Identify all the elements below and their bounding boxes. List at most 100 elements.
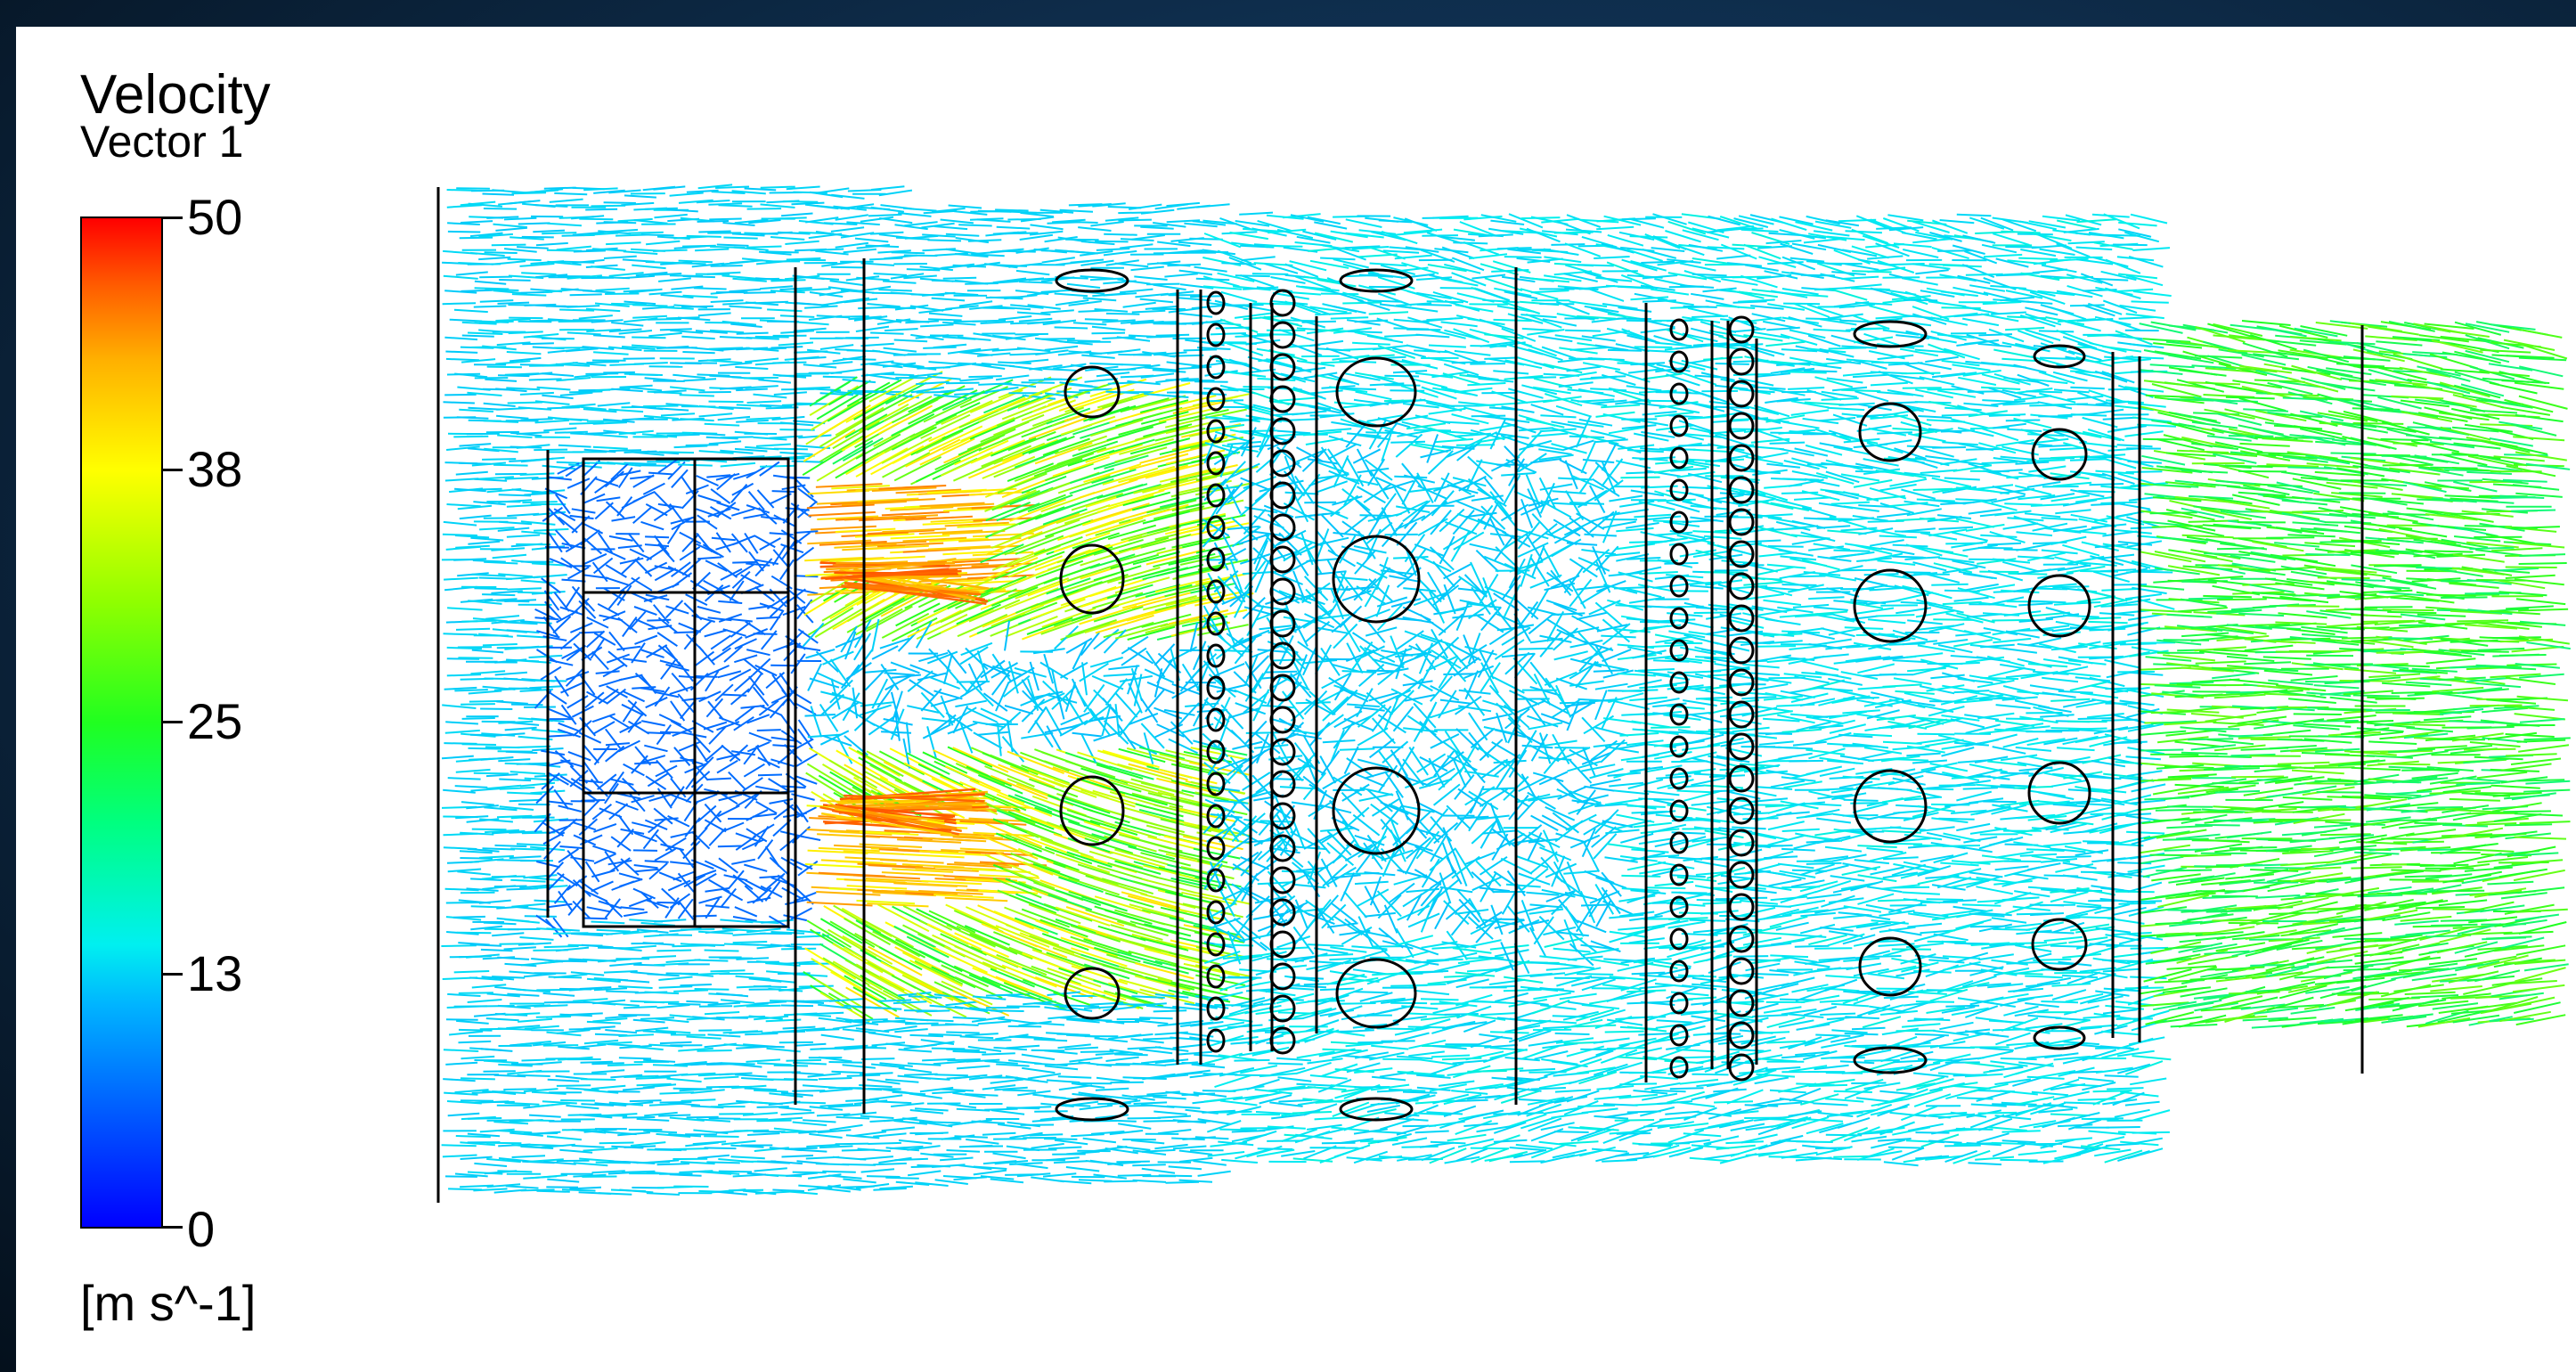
velocity-vector (456, 1021, 489, 1024)
velocity-vector (793, 421, 825, 423)
velocity-vector (867, 903, 928, 906)
velocity-vector (744, 865, 767, 871)
velocity-vector (883, 282, 916, 283)
velocity-vector (836, 215, 868, 219)
velocity-vector (604, 202, 636, 203)
velocity-vector (1197, 347, 1231, 349)
velocity-vector (1055, 327, 1088, 328)
velocity-vector (536, 243, 568, 245)
velocity-vector (471, 671, 506, 674)
velocity-vector (605, 230, 638, 233)
velocity-vector (1071, 1134, 1104, 1136)
velocity-vector (823, 651, 854, 664)
velocity-vector (593, 335, 625, 337)
velocity-vector (743, 778, 763, 791)
velocity-vector (679, 624, 701, 633)
velocity-vector (1085, 319, 1118, 320)
velocity-vector (657, 408, 689, 410)
velocity-vector (1309, 341, 1343, 346)
velocity-vector (604, 257, 637, 258)
velocity-vector (753, 1046, 785, 1047)
velocity-vector (732, 534, 747, 552)
velocity-vector (735, 367, 768, 369)
velocity-vector (680, 547, 700, 560)
velocity-vector (646, 241, 680, 245)
velocity-vector (746, 505, 770, 513)
velocity-vector (1190, 296, 1224, 297)
velocity-vector (510, 849, 544, 850)
velocity-vector (885, 1178, 919, 1179)
velocity-vector (730, 306, 762, 308)
velocity-vector (1166, 1182, 1200, 1183)
velocity-vector (522, 1059, 556, 1060)
velocity-vector (667, 435, 700, 436)
velocity-vector (679, 662, 693, 682)
velocity-vector (474, 306, 507, 307)
velocity-vector (472, 829, 507, 830)
velocity-vector (1278, 1077, 1312, 1082)
velocity-vector (542, 1101, 577, 1103)
velocity-vector (933, 1061, 966, 1064)
velocity-vector (782, 1156, 814, 1157)
velocity-vector (718, 805, 739, 816)
velocity-vector (1031, 225, 1064, 229)
velocity-vector (868, 1033, 901, 1037)
velocity-vector (781, 1113, 815, 1115)
velocity-vector (772, 491, 796, 492)
velocity-vector (709, 219, 741, 220)
velocity-vector (632, 755, 648, 773)
velocity-vector (606, 577, 629, 584)
velocity-vector (746, 622, 766, 635)
velocity-vector (1305, 544, 1322, 575)
velocity-vector (484, 923, 517, 925)
velocity-vector (766, 407, 799, 408)
velocity-vector (470, 538, 503, 541)
velocity-vector (744, 378, 779, 379)
velocity-vector (1078, 227, 1111, 231)
velocity-vector (1158, 1130, 1191, 1133)
velocity-vector (754, 986, 787, 987)
velocity-vector (496, 701, 528, 704)
velocity-vector (1220, 1101, 1258, 1106)
velocity-vector (493, 465, 528, 466)
velocity-vector (770, 280, 805, 281)
velocity-vector (507, 588, 542, 589)
velocity-vector (793, 1172, 827, 1173)
velocity-vector (927, 1122, 960, 1123)
velocity-vector (554, 193, 587, 194)
velocity-vector (745, 1089, 778, 1090)
velocity-vector (535, 421, 569, 423)
velocity-vector (503, 1089, 536, 1090)
velocity-vector (461, 621, 496, 622)
velocity-vector (645, 536, 669, 537)
velocity-vector (957, 1066, 990, 1069)
velocity-vector (459, 1041, 492, 1042)
velocity-vector (718, 563, 738, 577)
velocity-vector (445, 352, 477, 353)
velocity-vector (695, 960, 729, 961)
velocity-vector (1123, 493, 1170, 506)
velocity-vector (1042, 257, 1075, 263)
velocity-vector (1308, 944, 1343, 946)
velocity-vector (705, 424, 740, 426)
velocity-vector (1209, 400, 1243, 401)
velocity-vector (522, 237, 554, 238)
velocity-vector (795, 589, 818, 594)
velocity-vector (495, 845, 527, 846)
velocity-vector (1064, 1048, 1098, 1049)
velocity-vector (1293, 846, 1327, 849)
velocity-vector (597, 930, 631, 932)
velocity-vector (1146, 336, 1179, 337)
velocity-vector (891, 535, 950, 538)
velocity-vector (1120, 290, 1153, 293)
velocity-vector (509, 856, 542, 858)
velocity-vector (1220, 218, 1252, 230)
velocity-vector (591, 266, 625, 270)
velocity-vector (641, 234, 674, 235)
velocity-vector (683, 379, 716, 380)
velocity-vector (1146, 284, 1180, 285)
velocity-vector (904, 256, 938, 257)
velocity-vector (620, 879, 643, 886)
velocity-vector (1123, 303, 1156, 307)
velocity-vector (455, 786, 488, 788)
